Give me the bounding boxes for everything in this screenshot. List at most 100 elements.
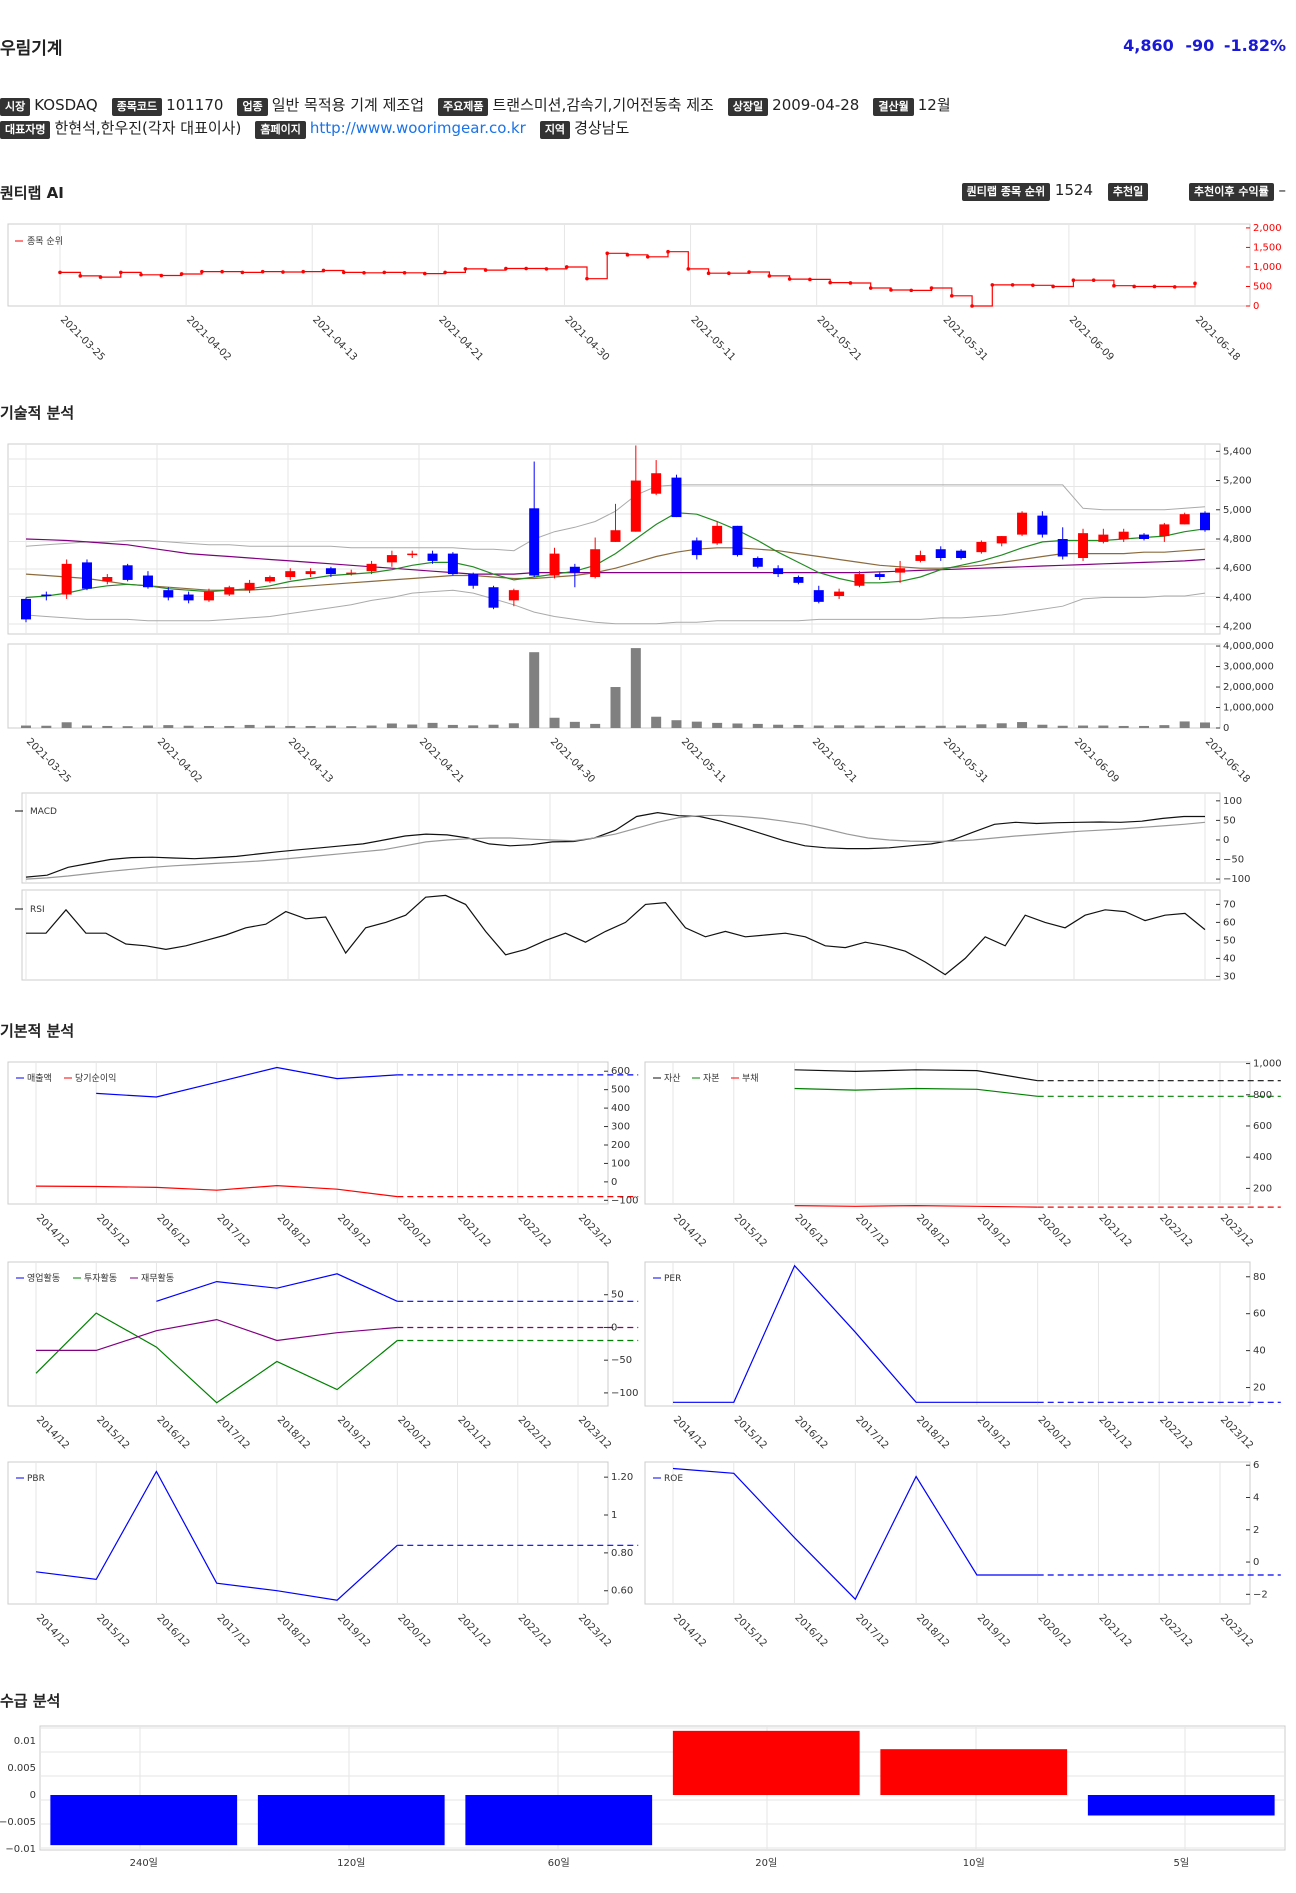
rank-point (1172, 285, 1177, 289)
rank-point (362, 271, 366, 275)
candle-body (1179, 514, 1190, 525)
info-label: 대표자명 (0, 121, 51, 139)
x-tick-label: 2014/12 (671, 1414, 708, 1451)
y-tick-label: 300 (611, 1122, 630, 1133)
x-tick-label: 2021-04-21 (436, 314, 485, 363)
x-tick-label: 2019/12 (335, 1212, 372, 1249)
y-tick-label: 40 (1253, 1346, 1266, 1357)
rank-line (60, 251, 1196, 307)
rank-point (1132, 284, 1136, 289)
candle-body (81, 562, 92, 589)
y-tick-label: −50 (611, 1355, 632, 1366)
rank-point (990, 283, 995, 287)
supply-bar (1087, 1795, 1275, 1816)
x-tick-label: 2022/12 (516, 1612, 553, 1649)
candle-body (630, 480, 641, 532)
info-label: 종목코드 (111, 98, 163, 116)
x-tick-label: 2018/12 (275, 1612, 312, 1649)
info-value: 트랜스미션,감속기,기어전동축 제조 (492, 96, 714, 114)
x-tick-label: 2016/12 (154, 1414, 191, 1451)
x-tick-label: 10일 (963, 1857, 985, 1869)
candle-body (793, 577, 804, 583)
candle-body (1078, 533, 1089, 558)
fundamental-line (35, 1470, 398, 1601)
x-tick-label: 2023/12 (1218, 1212, 1255, 1249)
x-tick-label: 2014/12 (34, 1212, 71, 1249)
chart-frame (644, 1461, 1251, 1605)
rank-point (564, 265, 569, 269)
info-label: 결산월 (873, 98, 914, 116)
volume-bar (569, 721, 580, 728)
volume-bar (468, 725, 479, 728)
y-tick-label: −50 (1223, 855, 1244, 866)
y-tick-label: 5,200 (1223, 476, 1252, 487)
chart-frame (7, 223, 1251, 307)
rank-point (1010, 283, 1015, 287)
y-tick-label: 500 (611, 1085, 630, 1096)
candle-body (244, 582, 255, 591)
rank-point (767, 274, 772, 278)
homepage-link[interactable]: http://www.woorimgear.co.kr (309, 119, 526, 137)
candle-body (1159, 524, 1170, 537)
current-price: 4,860 (1123, 36, 1174, 55)
volume-bar (142, 725, 153, 728)
candle-body (1118, 531, 1129, 539)
rank-point (848, 281, 853, 285)
fundamental-line (794, 1087, 1038, 1097)
volume-bar (793, 724, 804, 728)
volume-bar (264, 725, 275, 728)
x-tick-label: 2022/12 (1157, 1612, 1194, 1649)
candle-body (976, 541, 987, 553)
macd-line (25, 811, 1205, 878)
rank-point (301, 269, 306, 274)
x-tick-label: 2021-03-25 (58, 314, 107, 363)
fundamental-line (672, 1467, 1038, 1601)
rank-point (706, 271, 711, 276)
x-tick-label: 2021-04-02 (155, 736, 204, 785)
chart-frame (644, 1061, 1251, 1205)
volume-bar (1200, 722, 1210, 728)
x-tick-label: 2017/12 (853, 1612, 890, 1649)
volume-bar (366, 725, 377, 728)
volume-bar (956, 725, 967, 728)
info-label: 주요제품 (438, 98, 489, 116)
x-tick-label: 2022/12 (516, 1212, 553, 1249)
y-tick-label: 100 (611, 1158, 630, 1169)
rank-point (78, 274, 83, 278)
y-tick-label: −100 (1223, 874, 1250, 885)
candle-body (651, 473, 662, 494)
candle-body (122, 565, 133, 580)
volume-bar (732, 723, 743, 728)
legend-label: 영업활동 (27, 1272, 60, 1284)
y-tick-label: 0.01 (14, 1736, 36, 1747)
quantlab-rank-block: 퀀티랩 종목 순위 1524 추천일 추천이후 수익률 – (961, 181, 1286, 201)
info-value: KOSDAQ (34, 96, 98, 114)
volume-bar (1139, 725, 1150, 728)
y-tick-label: 50 (1223, 815, 1236, 826)
fundamental-line (673, 1264, 1038, 1403)
volume-bar (61, 722, 72, 728)
info-row-1: 시장 KOSDAQ 종목코드 101170 업종 일반 목적용 기계 제조업 주요제품 트랜스… (0, 94, 951, 116)
y-tick-label: 0 (611, 1322, 617, 1333)
x-tick-label: 2022/12 (1157, 1414, 1194, 1451)
volume-bar (773, 724, 784, 728)
rank-point (645, 254, 650, 259)
y-tick-label: 600 (1253, 1121, 1272, 1132)
y-tick-label: 4,800 (1223, 534, 1252, 545)
info-value: 2009-04-28 (772, 96, 860, 114)
candle-body (305, 571, 316, 575)
rank-point (139, 272, 143, 277)
volume-bar (183, 725, 194, 728)
candle-body (732, 525, 743, 556)
y-tick-label: 0 (1253, 301, 1259, 312)
x-tick-label: 2014/12 (34, 1414, 71, 1451)
volume-bar (285, 725, 296, 728)
legend-label: 종목 순위 (27, 236, 63, 247)
legend-label: 매출액 (27, 1072, 52, 1084)
x-tick-label: 2021-05-11 (679, 736, 728, 785)
volume-bar (386, 723, 397, 728)
chart-frame (21, 792, 1221, 884)
fundamental-line (156, 1273, 398, 1302)
x-tick-label: 2022/12 (516, 1414, 553, 1451)
rec-date-label: 추천일 (1107, 183, 1149, 201)
